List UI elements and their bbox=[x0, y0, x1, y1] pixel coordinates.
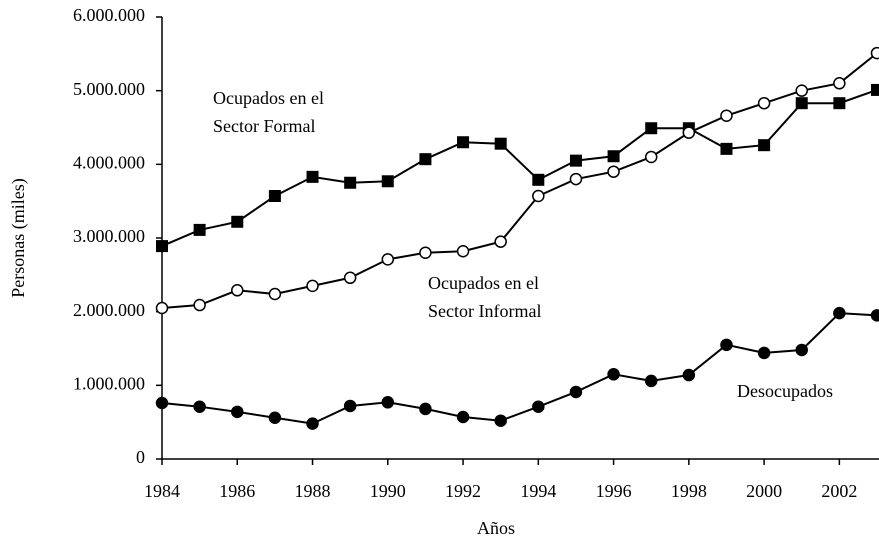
marker bbox=[193, 223, 206, 236]
y-axis-label: Personas (miles) bbox=[8, 178, 29, 297]
marker bbox=[193, 298, 206, 312]
y-tick-label: 5.000.000 bbox=[73, 79, 145, 99]
marker bbox=[644, 150, 658, 164]
marker bbox=[569, 385, 583, 399]
marker bbox=[156, 240, 168, 253]
marker bbox=[795, 343, 808, 357]
x-tick-label: 1996 bbox=[596, 481, 632, 501]
marker bbox=[193, 400, 206, 413]
marker bbox=[682, 368, 696, 382]
marker bbox=[532, 400, 545, 413]
series-label: Sector Informal bbox=[428, 301, 541, 321]
marker bbox=[381, 396, 395, 409]
y-tick-label: 1.000.000 bbox=[73, 373, 145, 393]
series-label: Ocupados en el bbox=[428, 273, 539, 293]
marker bbox=[155, 396, 169, 410]
x-tick-label: 1990 bbox=[370, 481, 406, 501]
x-axis-label: Años bbox=[477, 518, 515, 538]
x-tick-label: 1988 bbox=[295, 481, 331, 501]
marker bbox=[532, 173, 545, 186]
marker bbox=[870, 309, 879, 322]
y-tick-label: 3.000.000 bbox=[73, 226, 145, 246]
marker bbox=[268, 190, 281, 203]
marker bbox=[758, 139, 771, 152]
series-line bbox=[161, 312, 878, 425]
x-tick-label: 2000 bbox=[746, 481, 782, 501]
marker bbox=[757, 346, 771, 360]
marker bbox=[268, 287, 282, 301]
marker bbox=[231, 215, 244, 228]
marker bbox=[532, 189, 545, 203]
marker bbox=[795, 97, 808, 110]
marker bbox=[833, 97, 846, 110]
marker bbox=[456, 410, 470, 424]
marker bbox=[607, 165, 620, 178]
x-tick-label: 1984 bbox=[144, 481, 180, 501]
marker bbox=[268, 411, 282, 424]
y-tick-label: 2.000.000 bbox=[73, 300, 145, 320]
marker bbox=[494, 235, 507, 248]
x-tick-label: 2002 bbox=[821, 481, 857, 501]
marker bbox=[682, 126, 696, 139]
marker bbox=[306, 417, 319, 430]
marker bbox=[344, 176, 357, 189]
marker bbox=[607, 150, 620, 163]
series-label: Sector Formal bbox=[213, 116, 315, 136]
marker bbox=[381, 253, 395, 266]
y-tick-label: 0 bbox=[136, 447, 145, 467]
series-line bbox=[161, 88, 878, 248]
marker bbox=[419, 402, 432, 416]
marker bbox=[231, 405, 244, 419]
marker bbox=[645, 122, 658, 135]
marker bbox=[419, 246, 432, 259]
marker bbox=[343, 399, 357, 413]
marker bbox=[720, 142, 733, 155]
marker bbox=[569, 154, 582, 167]
marker bbox=[306, 170, 319, 183]
marker bbox=[569, 172, 583, 186]
y-tick-label: 4.000.000 bbox=[73, 152, 145, 172]
x-tick-label: 1994 bbox=[520, 481, 556, 501]
series-line bbox=[161, 52, 878, 309]
marker bbox=[833, 77, 846, 90]
marker bbox=[419, 153, 432, 166]
y-tick-label: 6.000.000 bbox=[73, 5, 145, 25]
marker bbox=[343, 271, 357, 285]
marker bbox=[494, 137, 507, 150]
marker bbox=[871, 83, 879, 96]
marker bbox=[720, 109, 733, 122]
series-label: Ocupados en el bbox=[213, 88, 324, 108]
marker bbox=[231, 284, 244, 297]
marker bbox=[720, 338, 733, 352]
marker bbox=[607, 368, 620, 381]
marker bbox=[457, 136, 470, 149]
marker bbox=[456, 245, 470, 258]
marker bbox=[155, 301, 169, 315]
series-label: Desocupados bbox=[737, 381, 833, 401]
marker bbox=[870, 46, 879, 60]
marker bbox=[795, 84, 808, 97]
x-tick-label: 1986 bbox=[219, 481, 255, 501]
marker bbox=[494, 414, 507, 427]
marker bbox=[644, 374, 658, 388]
marker bbox=[381, 175, 394, 188]
marker bbox=[833, 306, 846, 320]
marker bbox=[306, 279, 319, 293]
marker bbox=[757, 96, 771, 110]
x-tick-label: 1998 bbox=[671, 481, 707, 501]
x-tick-label: 1992 bbox=[445, 481, 481, 501]
